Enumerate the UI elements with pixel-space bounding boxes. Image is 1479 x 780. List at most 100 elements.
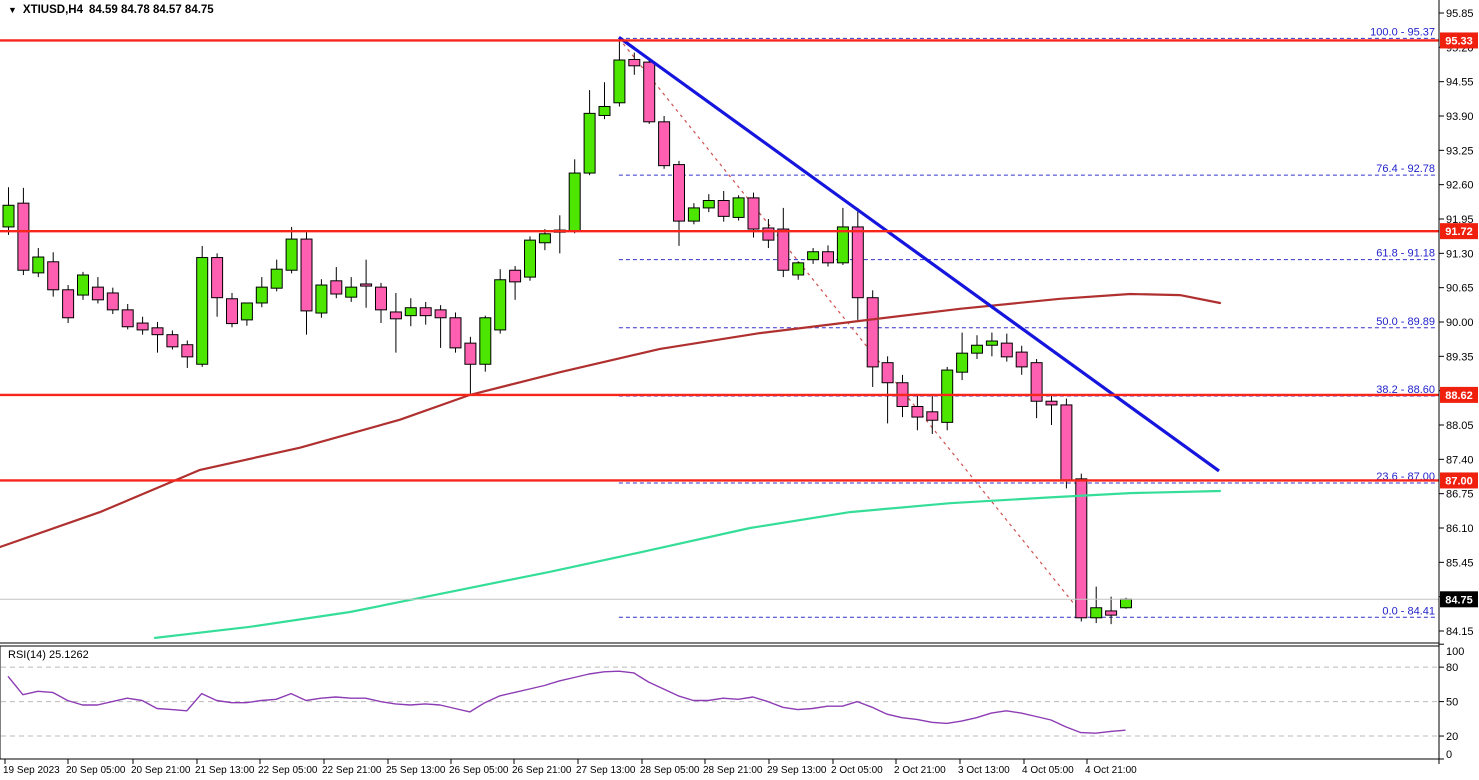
candle-body [32, 256, 45, 274]
rsi-panel-frame [0, 645, 1440, 760]
fib-trendline[interactable] [618, 37, 1086, 618]
candle-body [434, 309, 447, 319]
candle-body [1090, 607, 1103, 619]
candle-body [345, 286, 358, 298]
candle-body [464, 342, 477, 365]
bull-candle-65 [971, 335, 983, 359]
bull-candle-33 [494, 269, 507, 334]
symbol-label: XTIUSD,H4 [22, 4, 83, 16]
fib-level-label-50.0: 50.0 - 89.89 [1376, 316, 1435, 328]
price-label-86.75: 86.75 [1446, 489, 1474, 501]
bear-candle-31 [464, 336, 477, 394]
candle-body [568, 172, 581, 232]
candle-body [598, 105, 611, 116]
candle-body [166, 334, 179, 348]
descending-trendline[interactable] [617, 36, 1220, 473]
candle-body [47, 261, 60, 291]
bull-candle-54 [807, 248, 820, 264]
candles-layer [2, 38, 1132, 625]
candle-body [911, 406, 924, 418]
candle-body [762, 227, 775, 241]
bull-candle-47 [702, 194, 715, 213]
bear-candle-11 [166, 330, 179, 350]
bull-candle-27 [404, 298, 417, 327]
time-label: 4 Oct 05:00 [1022, 765, 1074, 776]
bear-candle-51 [762, 218, 775, 249]
bear-candle-59 [881, 356, 894, 424]
line-objects-layer[interactable] [0, 36, 1439, 600]
candle-body [1060, 404, 1073, 481]
candle-body [375, 286, 387, 311]
time-label: 28 Sep 21:00 [703, 765, 763, 776]
candle-body [404, 307, 417, 317]
candle-body [792, 262, 805, 276]
symbol-dropdown-icon[interactable]: ▼ [8, 5, 17, 15]
time-label: 19 Sep 2023 [3, 765, 60, 776]
candle-body [822, 251, 834, 264]
candle-body [1120, 598, 1132, 609]
candle-body [62, 289, 75, 319]
candle-body [732, 197, 745, 218]
candle-body [240, 302, 253, 321]
bull-candle-38 [568, 159, 581, 234]
rsi-indicator-label: RSI(14) 25.1262 [8, 649, 89, 661]
bull-candle-13 [196, 245, 209, 367]
bear-candle-10 [151, 321, 164, 353]
candle-body [524, 239, 536, 278]
bull-candle-63 [941, 366, 954, 431]
bear-candle-74 [1105, 596, 1118, 625]
bear-candle-3 [47, 252, 60, 297]
current-price-badge [1440, 591, 1478, 608]
price-label-87.40: 87.40 [1446, 454, 1474, 466]
candle-body [270, 268, 283, 289]
bull-candle-19 [285, 226, 298, 274]
candle-body [330, 280, 343, 295]
price-label-91.30: 91.30 [1446, 248, 1474, 260]
fibonacci-retracement[interactable]: 100.0 - 95.37 76.4 - 92.78 61.8 - 91.18 50.… [618, 26, 1437, 618]
price-badges-layer: 95.33 91.72 88.62 87.00 84.75 [1440, 32, 1478, 608]
fib-level-label-61.8: 61.8 - 91.18 [1376, 248, 1435, 260]
candle-body [181, 344, 194, 358]
candle-body [1000, 342, 1013, 358]
bear-candle-69 [1030, 358, 1043, 419]
bear-candle-52 [777, 207, 790, 278]
fib-level-label-0.0: 0.0 - 84.41 [1382, 605, 1435, 617]
candle-body [985, 340, 998, 346]
candle-body [956, 352, 969, 373]
bear-candle-57 [851, 207, 864, 320]
candle-body [449, 317, 462, 349]
bull-candle-0 [2, 187, 15, 235]
time-label: 22 Sep 21:00 [322, 765, 382, 776]
bear-candle-6 [91, 277, 104, 304]
candle-body [419, 307, 432, 317]
moving-averages-layer [0, 292, 1222, 640]
price-label-88.05: 88.05 [1446, 420, 1474, 432]
rsi-axis-label-20: 20 [1446, 731, 1458, 743]
bear-candle-7 [106, 287, 119, 315]
current-price-badge-text: 84.75 [1445, 594, 1473, 606]
candle-body [285, 238, 298, 271]
price-badge-88.62-text: 88.62 [1445, 390, 1473, 402]
price-badge-87.00-text: 87.00 [1445, 475, 1473, 487]
price-badge-87.00 [1440, 472, 1478, 489]
candle-body [851, 226, 864, 299]
rsi-axis-label-100: 100 [1446, 646, 1464, 658]
rsi-line [7, 670, 1126, 734]
candle-body [538, 233, 551, 244]
price-label-85.45: 85.45 [1446, 557, 1474, 569]
bear-candle-68 [1015, 345, 1028, 375]
bear-candle-58 [866, 290, 879, 387]
price-badge-95.33-text: 95.33 [1445, 35, 1473, 47]
fib-level-label-100.0: 100.0 - 95.37 [1370, 26, 1435, 38]
bull-candle-39 [583, 90, 596, 176]
price-label-95.85: 95.85 [1446, 8, 1474, 20]
candle-body [628, 58, 641, 67]
candle-body [687, 207, 700, 222]
bear-candle-44 [658, 115, 671, 169]
time-label: 28 Sep 05:00 [640, 765, 700, 776]
price-label-90.00: 90.00 [1446, 317, 1474, 329]
candle-body [106, 292, 119, 311]
bear-candle-45 [673, 160, 685, 246]
